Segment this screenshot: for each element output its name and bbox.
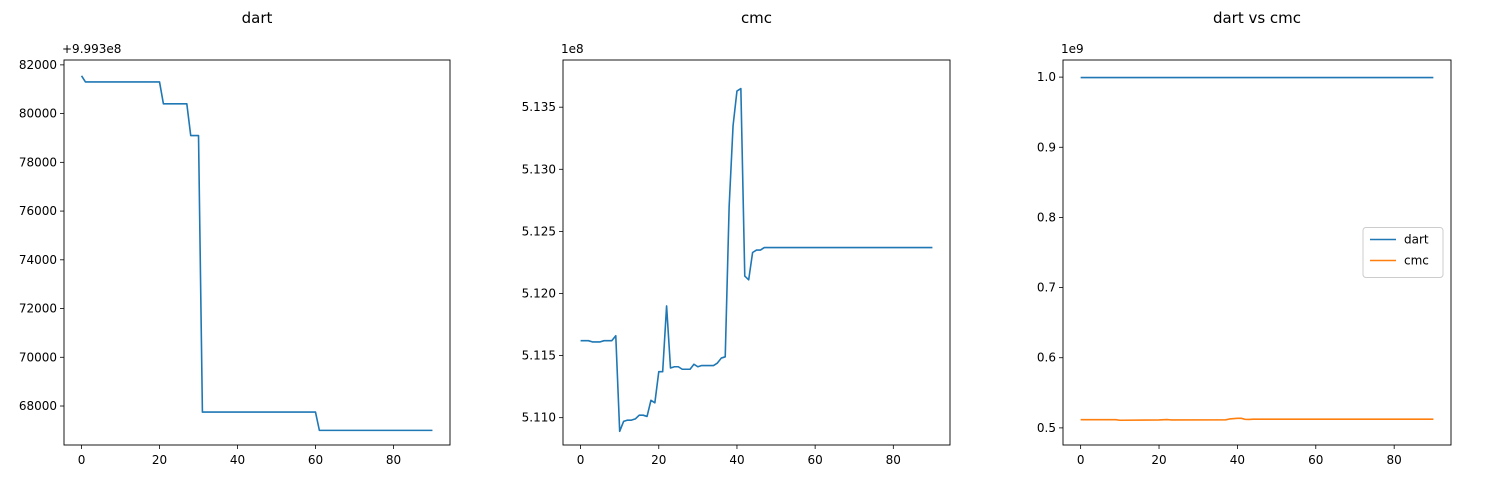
series-line (80, 75, 433, 432)
y-tick-label: 5.115 (522, 349, 556, 363)
chart-1: dart +9.993e8 0 20 40 60 80 68000 70000 72000 7400… (19, 9, 451, 467)
x-tick-label: 40 (230, 453, 245, 467)
y-tick-label: 0.7 (1037, 281, 1056, 295)
y-tick-label: 0.8 (1037, 210, 1056, 224)
x-tick-label: 0 (78, 453, 86, 467)
y-tick-label: 70000 (19, 350, 57, 364)
series-line-cmc (1080, 417, 1434, 422)
y-tick-label: 80000 (19, 107, 57, 121)
chart-title: dart (242, 9, 273, 27)
x-tick-label: 80 (886, 453, 901, 467)
axis-offset-label: 1e9 (1061, 42, 1084, 56)
y-tick-label: 1.0 (1037, 70, 1056, 84)
x-tick-label: 80 (1387, 453, 1402, 467)
y-tick-label: 5.125 (522, 224, 556, 238)
chart-3: dart vs cmc 1e9 0 20 40 60 80 0.5 0.6 0.7 0.8 0.9 1.… (1037, 9, 1452, 467)
y-tick-label: 76000 (19, 204, 57, 218)
x-tick-label: 60 (1308, 453, 1323, 467)
x-tick-label: 0 (1077, 453, 1085, 467)
x-tick-label: 80 (386, 453, 401, 467)
legend-box (1362, 227, 1444, 278)
chart-title: cmc (741, 9, 772, 27)
x-tick-label: 20 (1151, 453, 1166, 467)
x-tick-label: 20 (152, 453, 167, 467)
y-tick-label: 68000 (19, 399, 57, 413)
y-tick-label: 5.110 (522, 411, 556, 425)
y-tick-label: 5.120 (522, 286, 556, 300)
y-tick-label: 5.135 (522, 100, 556, 114)
y-tick-label: 74000 (19, 253, 57, 267)
y-tick-label: 0.6 (1037, 351, 1056, 365)
series-line (580, 87, 933, 433)
chart-title: dart vs cmc (1213, 9, 1301, 27)
y-tick-label: 0.9 (1037, 140, 1056, 154)
plot-area (562, 59, 951, 446)
legend-label-cmc: cmc (1404, 254, 1429, 268)
plot-area (63, 59, 451, 446)
y-tick-label: 5.130 (522, 162, 556, 176)
chart-2: cmc 1e8 0 20 40 60 80 5.110 5.115 5.120 5.125 5.130… (522, 9, 951, 467)
x-tick-label: 0 (577, 453, 585, 467)
plot-area (1062, 59, 1452, 446)
y-tick-label: 0.5 (1037, 421, 1056, 435)
y-tick-label: 72000 (19, 302, 57, 316)
x-tick-label: 60 (807, 453, 822, 467)
x-tick-label: 40 (1230, 453, 1245, 467)
x-tick-label: 40 (729, 453, 744, 467)
y-tick-label: 78000 (19, 155, 57, 169)
x-tick-label: 60 (308, 453, 323, 467)
x-tick-label: 20 (651, 453, 666, 467)
legend: dart cmc (1362, 227, 1444, 278)
y-tick-label: 82000 (19, 58, 57, 72)
legend-label-dart: dart (1404, 233, 1429, 247)
axis-offset-label: 1e8 (561, 42, 584, 56)
axis-offset-label: +9.993e8 (62, 42, 121, 56)
